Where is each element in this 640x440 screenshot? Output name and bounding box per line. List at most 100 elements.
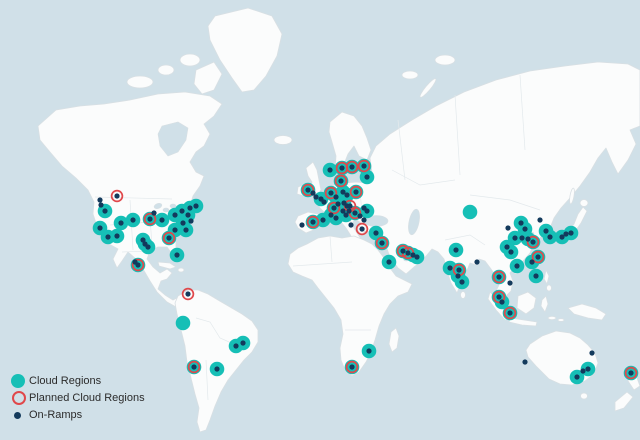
onramp-marker[interactable] <box>105 234 111 240</box>
planned-cloud-region-marker[interactable] <box>492 290 506 304</box>
onramp-marker[interactable] <box>349 164 355 170</box>
onramp-marker[interactable] <box>537 217 543 223</box>
onramp-marker[interactable] <box>628 370 634 376</box>
onramp-marker[interactable] <box>98 202 104 208</box>
onramp-marker[interactable] <box>102 208 108 214</box>
onramp-marker[interactable] <box>187 205 193 211</box>
planned-cloud-region-marker[interactable] <box>187 360 201 374</box>
onramp-marker[interactable] <box>568 230 574 236</box>
onramp-marker[interactable] <box>97 197 103 203</box>
onramp-marker[interactable] <box>191 364 197 370</box>
onramp-marker[interactable] <box>310 219 316 225</box>
onramp-marker[interactable] <box>340 189 346 195</box>
onramp-marker[interactable] <box>507 310 513 316</box>
onramp-marker[interactable] <box>512 235 518 241</box>
onramp-marker[interactable] <box>533 273 539 279</box>
onramp-marker[interactable] <box>580 368 586 374</box>
onramp-marker[interactable] <box>180 220 186 226</box>
planned-cloud-region-marker[interactable] <box>526 235 540 249</box>
onramp-marker[interactable] <box>574 374 580 380</box>
onramp-marker[interactable] <box>547 234 553 240</box>
onramp-marker[interactable] <box>361 163 367 169</box>
onramp-marker[interactable] <box>335 201 341 207</box>
onramp-marker[interactable] <box>348 222 354 228</box>
onramp-marker[interactable] <box>504 244 510 250</box>
onramp-marker[interactable] <box>364 174 370 180</box>
planned-cloud-region-marker[interactable] <box>345 160 359 174</box>
planned-cloud-region-marker[interactable] <box>375 236 389 250</box>
onramp-marker[interactable] <box>185 212 191 218</box>
onramp-marker[interactable] <box>525 236 531 242</box>
onramp-marker[interactable] <box>145 244 151 250</box>
onramp-marker[interactable] <box>344 192 350 198</box>
onramp-marker[interactable] <box>299 222 305 228</box>
onramp-marker[interactable] <box>505 225 511 231</box>
onramp-marker[interactable] <box>496 274 502 280</box>
onramp-marker[interactable] <box>361 217 367 223</box>
onramp-marker[interactable] <box>340 208 346 214</box>
onramp-marker[interactable] <box>499 299 505 305</box>
onramp-marker[interactable] <box>347 203 353 209</box>
cloud-region-marker[interactable] <box>175 315 191 331</box>
onramp-marker[interactable] <box>240 340 246 346</box>
onramp-marker[interactable] <box>459 279 465 285</box>
onramp-marker[interactable] <box>447 265 453 271</box>
onramp-marker[interactable] <box>313 194 319 200</box>
planned-cloud-region-marker[interactable] <box>492 270 506 284</box>
planned-cloud-region-marker[interactable] <box>624 366 638 380</box>
onramp-marker[interactable] <box>333 194 339 200</box>
onramp-marker[interactable] <box>519 235 525 241</box>
onramp-marker[interactable] <box>496 294 502 300</box>
onramp-marker[interactable] <box>118 220 124 226</box>
onramp-marker[interactable] <box>522 359 528 365</box>
onramp-marker[interactable] <box>410 252 416 258</box>
onramp-marker[interactable] <box>166 235 172 241</box>
onramp-marker[interactable] <box>514 263 520 269</box>
planned-cloud-region-marker[interactable] <box>181 287 195 301</box>
onramp-marker[interactable] <box>331 205 337 211</box>
cloud-region-marker[interactable] <box>462 204 478 220</box>
planned-cloud-region-marker[interactable] <box>355 222 369 236</box>
onramp-marker[interactable] <box>193 203 199 209</box>
onramp-marker[interactable] <box>233 343 239 349</box>
planned-cloud-region-marker[interactable] <box>162 231 176 245</box>
planned-cloud-region-marker[interactable] <box>327 201 341 215</box>
onramp-marker[interactable] <box>333 215 339 221</box>
onramp-marker[interactable] <box>559 234 565 240</box>
onramp-marker[interactable] <box>589 350 595 356</box>
planned-cloud-region-marker[interactable] <box>110 189 124 203</box>
onramp-marker[interactable] <box>346 208 352 214</box>
onramp-marker[interactable] <box>339 165 345 171</box>
onramp-marker[interactable] <box>359 226 365 232</box>
onramp-marker[interactable] <box>507 280 513 286</box>
onramp-marker[interactable] <box>132 259 138 265</box>
onramp-marker[interactable] <box>349 364 355 370</box>
onramp-marker[interactable] <box>214 366 220 372</box>
planned-cloud-region-marker[interactable] <box>334 174 348 188</box>
onramp-marker[interactable] <box>530 239 536 245</box>
planned-cloud-region-marker[interactable] <box>345 360 359 374</box>
onramp-marker[interactable] <box>366 348 372 354</box>
onramp-marker[interactable] <box>357 213 363 219</box>
planned-cloud-region-marker[interactable] <box>324 186 338 200</box>
onramp-marker[interactable] <box>179 208 185 214</box>
onramp-marker[interactable] <box>379 240 385 246</box>
onramp-marker[interactable] <box>328 190 334 196</box>
onramp-marker[interactable] <box>353 189 359 195</box>
planned-cloud-region-marker[interactable] <box>143 212 157 226</box>
onramp-marker[interactable] <box>185 291 191 297</box>
planned-cloud-region-marker[interactable] <box>301 183 315 197</box>
onramp-marker[interactable] <box>343 212 349 218</box>
onramp-marker[interactable] <box>585 366 591 372</box>
onramp-marker[interactable] <box>320 217 326 223</box>
onramp-marker[interactable] <box>563 231 569 237</box>
planned-cloud-region-marker[interactable] <box>349 185 363 199</box>
onramp-marker[interactable] <box>414 254 420 260</box>
onramp-marker[interactable] <box>522 226 528 232</box>
onramp-marker[interactable] <box>321 199 327 205</box>
onramp-marker[interactable] <box>535 254 541 260</box>
onramp-marker[interactable] <box>147 216 153 222</box>
onramp-marker[interactable] <box>386 259 392 265</box>
onramp-marker[interactable] <box>543 228 549 234</box>
planned-cloud-region-marker[interactable] <box>131 258 145 272</box>
